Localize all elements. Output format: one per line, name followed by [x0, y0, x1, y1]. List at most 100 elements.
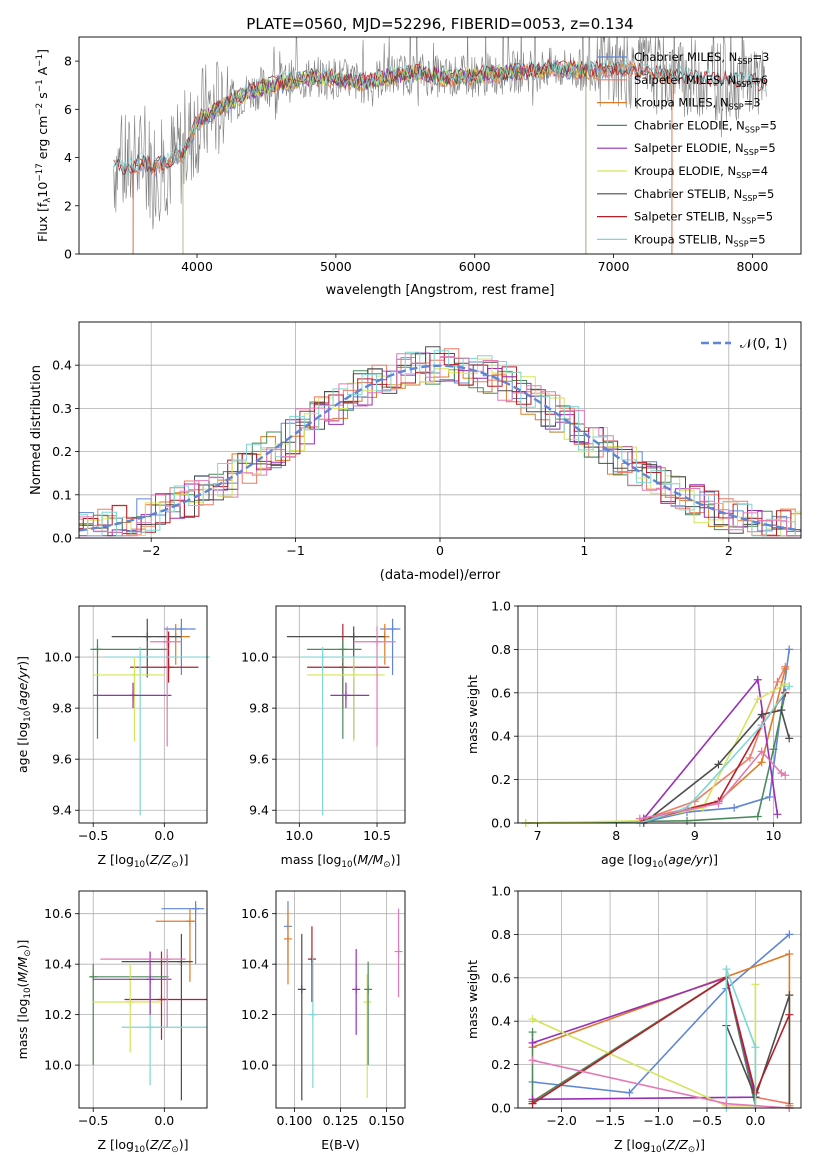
- y-tick-label: 10.6: [44, 906, 72, 921]
- x-tick-label: 7: [534, 828, 542, 843]
- y-tick-label: 0.6: [491, 685, 511, 700]
- x-tick-label: 8000: [736, 259, 768, 274]
- axes-frame: [78, 890, 208, 1109]
- weight-marker: [785, 949, 794, 958]
- data-point: [129, 691, 138, 700]
- normal-curve: [79, 364, 801, 532]
- data-point: [146, 975, 155, 984]
- weight-marker: [781, 771, 790, 780]
- hist-x-label: (data-model)/error: [380, 568, 501, 583]
- histogram-step: [79, 353, 801, 537]
- x-tick-label: 9: [691, 828, 699, 843]
- data-point: [349, 632, 358, 641]
- weight-marker: [683, 816, 692, 825]
- massz-y-label: mass [log10(M/M⊙)]: [15, 940, 33, 1060]
- weight-marker: [753, 695, 762, 704]
- data-point: [338, 645, 347, 654]
- weight-marker: [714, 760, 723, 769]
- weight-line: [531, 976, 757, 1106]
- data-point: [191, 904, 200, 913]
- data-point: [143, 632, 152, 641]
- x-tick-label: 0.150: [369, 1113, 405, 1128]
- y-tick-label: 10.4: [44, 957, 72, 972]
- residual-hist-panel: −2 −1 0 1 2 0.0 0.1 0.2 0.3 0.4 (data-model)/error…: [29, 321, 802, 583]
- data-point: [307, 955, 316, 964]
- y-tick-label: 0.2: [52, 444, 72, 459]
- x-tick-label: −0.5: [692, 1113, 722, 1128]
- masse-x-label: E(B-V): [321, 1137, 360, 1152]
- weight-marker: [528, 1015, 537, 1024]
- histograms: [79, 346, 801, 537]
- weight-marker: [751, 980, 760, 989]
- y-tick-label: 2: [64, 198, 72, 213]
- weight-marker: [683, 805, 692, 814]
- legend-label: Chabrier ELODIE, NSSP=5: [634, 118, 777, 134]
- data-point: [364, 985, 373, 994]
- x-tick-label: 0: [436, 543, 444, 558]
- axes-frame: [78, 605, 208, 824]
- axes-frame: [517, 890, 802, 1109]
- y-tick-label: 10.2: [44, 1007, 72, 1022]
- y-tick-label: 0.4: [491, 729, 511, 744]
- y-tick-label: 10.0: [241, 650, 269, 665]
- x-tick-label: 6000: [459, 259, 491, 274]
- legend-label: Salpeter MILES, NSSP=6: [634, 73, 768, 89]
- model-spectrum: [113, 59, 767, 175]
- legend-label: Chabrier STELIB, NSSP=5: [634, 187, 774, 203]
- wz-x-label: Z [log10(Z/Z⊙)]: [614, 1137, 705, 1155]
- weight-marker: [753, 812, 762, 821]
- histogram-step: [79, 358, 801, 537]
- y-tick-label: 10.0: [44, 1058, 72, 1073]
- x-tick-label: 4000: [181, 259, 213, 274]
- data-point: [363, 998, 372, 1007]
- weight-marker: [785, 682, 794, 691]
- axes-frame: [78, 36, 802, 255]
- weight-marker: [773, 677, 782, 686]
- x-tick-label: 0.0: [154, 1113, 174, 1128]
- spectrum-panel: 4000 5000 6000 7000 8000 0 2 4 6 8 wavelength [Ang…: [35, 36, 802, 298]
- y-tick-label: 0.2: [491, 1057, 511, 1072]
- histogram-step: [79, 346, 801, 537]
- weight-line: [532, 984, 757, 1107]
- y-tick-label: 0: [64, 247, 72, 262]
- x-tick-label: 8: [612, 828, 620, 843]
- data-point: [136, 653, 145, 662]
- histogram-step: [79, 352, 801, 537]
- axes-frame: [517, 605, 802, 824]
- wage-y-label: mass weight: [465, 675, 480, 754]
- histogram-step: [79, 353, 801, 537]
- agez-x-label: Z [log10(Z/Z⊙)]: [98, 852, 189, 870]
- weight-marker: [777, 706, 786, 715]
- y-tick-label: 0.3: [52, 401, 72, 416]
- x-tick-label: 5000: [320, 259, 352, 274]
- y-tick-label: 6: [64, 102, 72, 117]
- data-point: [388, 624, 397, 633]
- x-tick-label: 7000: [598, 259, 630, 274]
- y-tick-label: 0.8: [491, 642, 511, 657]
- massz-x-label: Z [log10(Z/Z⊙)]: [98, 1137, 189, 1155]
- legend-label: Salpeter STELIB, NSSP=5: [634, 210, 773, 226]
- agem-x-label: mass [log10(M/M⊙)]: [281, 852, 401, 870]
- age-vs-z-panel: −0.5 0.0 9.4 9.6 9.8 10.0 Z [log10(Z/Z⊙)] age […: [15, 605, 210, 870]
- weight-marker: [635, 814, 644, 823]
- y-tick-label: 0.4: [491, 1014, 511, 1029]
- data-point: [185, 917, 194, 926]
- weight-marker: [528, 1056, 537, 1065]
- y-tick-label: 4: [64, 150, 72, 165]
- weight-vs-age-panel: 7 8 9 10 0.0 0.2 0.4 0.6 0.8 1.0 age [log10(age/yr…: [465, 599, 802, 870]
- model-spectrum: [182, 60, 587, 254]
- x-tick-label: −1.0: [643, 1113, 673, 1128]
- weight-marker: [785, 734, 794, 743]
- y-tick-label: 9.6: [249, 752, 269, 767]
- weight-line: [725, 994, 791, 1108]
- weight-marker: [757, 710, 766, 719]
- legend-label: 𝒩(0, 1): [740, 337, 787, 352]
- y-tick-label: 0.0: [491, 816, 511, 831]
- data-point: [349, 670, 358, 679]
- spectrum-x-label: wavelength [Angstrom, rest frame]: [326, 283, 555, 298]
- data-point: [157, 995, 166, 1004]
- y-tick-label: 0.0: [491, 1101, 511, 1116]
- data-point: [163, 955, 172, 964]
- weight-marker: [769, 745, 778, 754]
- weight-marker: [765, 792, 774, 801]
